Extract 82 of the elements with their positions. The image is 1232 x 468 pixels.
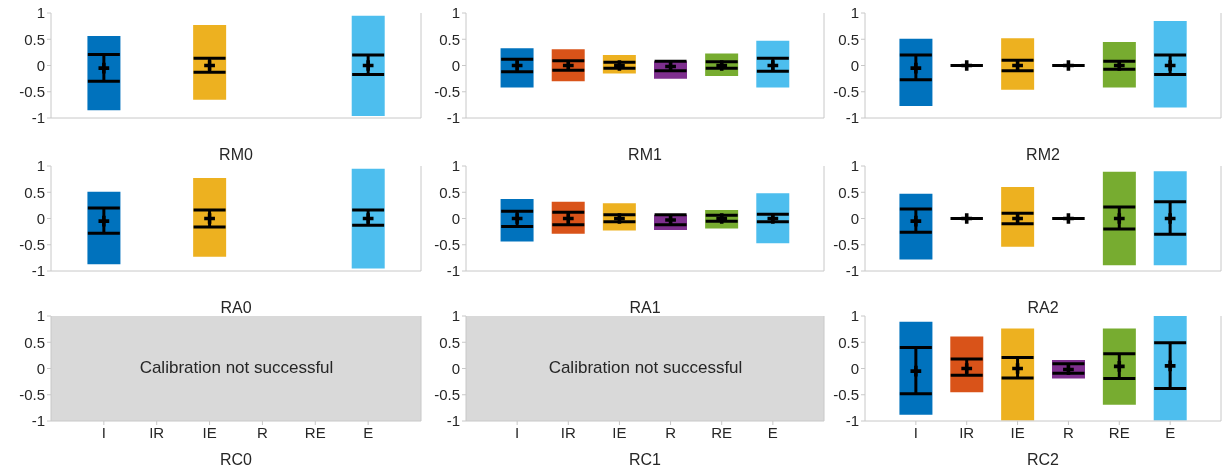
y-tick-label: -1 bbox=[845, 412, 859, 430]
y-tick-label: 0 bbox=[850, 359, 859, 377]
annotation: Calibration not successful bbox=[138, 357, 335, 378]
y-tick-label: -0.5 bbox=[434, 386, 460, 404]
x-axis-title: RA2 bbox=[1027, 299, 1059, 316]
x-tick-label: R bbox=[257, 423, 269, 441]
y-tick-label: -0.5 bbox=[833, 83, 859, 101]
bar bbox=[351, 15, 385, 116]
x-axis-title: RM2 bbox=[1026, 146, 1060, 163]
y-tick-label: 0.5 bbox=[838, 183, 859, 201]
y-tick-label: 1 bbox=[850, 4, 859, 22]
y-tick-label: -1 bbox=[31, 109, 45, 127]
y-tick-label: 1 bbox=[451, 4, 460, 22]
y-tick-label: 0.5 bbox=[439, 333, 460, 351]
y-tick-label: 1 bbox=[451, 307, 460, 325]
x-tick-label: IR bbox=[560, 423, 576, 441]
bar bbox=[193, 25, 227, 100]
y-tick-label: 1 bbox=[451, 157, 460, 175]
y-tick-label: 0.5 bbox=[24, 333, 45, 351]
y-tick-label: -1 bbox=[446, 109, 460, 127]
x-axis-title: RM1 bbox=[628, 146, 662, 163]
x-tick-label: R bbox=[665, 423, 677, 441]
y-tick-label: 0 bbox=[850, 56, 859, 74]
x-tick-label: E bbox=[1165, 423, 1176, 441]
y-tick-label: -1 bbox=[845, 109, 859, 127]
x-tick-label: I bbox=[515, 423, 520, 441]
bar bbox=[899, 193, 933, 260]
y-tick-label: -0.5 bbox=[833, 386, 859, 404]
y-tick-label: 0 bbox=[36, 209, 45, 227]
x-tick-label: I bbox=[913, 423, 918, 441]
y-tick-label: 1 bbox=[850, 307, 859, 325]
y-tick-label: 1 bbox=[850, 157, 859, 175]
y-tick-label: -0.5 bbox=[434, 236, 460, 254]
y-tick-label: 0 bbox=[451, 209, 460, 227]
y-tick-label: 0.5 bbox=[24, 30, 45, 48]
x-tick-label: IE bbox=[202, 423, 217, 441]
y-tick-label: 0 bbox=[451, 56, 460, 74]
bar bbox=[1153, 20, 1187, 108]
x-axis-title: RA1 bbox=[629, 299, 661, 316]
x-tick-label: RE bbox=[1108, 423, 1130, 441]
y-tick-label: -1 bbox=[446, 262, 460, 280]
y-tick-label: 0.5 bbox=[24, 183, 45, 201]
y-tick-label: 0 bbox=[36, 359, 45, 377]
y-tick-label: 1 bbox=[36, 4, 45, 22]
y-tick-label: 0 bbox=[451, 359, 460, 377]
y-tick-label: -0.5 bbox=[19, 236, 45, 254]
y-tick-label: 0.5 bbox=[838, 30, 859, 48]
y-tick-label: -0.5 bbox=[19, 83, 45, 101]
x-tick-label: IE bbox=[1010, 423, 1025, 441]
y-tick-label: 0 bbox=[850, 209, 859, 227]
x-axis-title: RC0 bbox=[219, 451, 253, 468]
bar bbox=[1153, 316, 1187, 421]
y-tick-label: 0.5 bbox=[439, 183, 460, 201]
bar bbox=[351, 168, 385, 269]
x-axis-title: RC2 bbox=[1026, 451, 1060, 468]
y-tick-label: -1 bbox=[446, 412, 460, 430]
bar bbox=[193, 178, 227, 257]
y-tick-label: 0.5 bbox=[838, 333, 859, 351]
y-tick-label: 1 bbox=[36, 307, 45, 325]
x-tick-label: IE bbox=[612, 423, 627, 441]
x-tick-label: I bbox=[101, 423, 106, 441]
y-tick-label: 0.5 bbox=[439, 30, 460, 48]
y-tick-label: -1 bbox=[845, 262, 859, 280]
x-tick-label: IR bbox=[959, 423, 975, 441]
y-tick-label: 0 bbox=[36, 56, 45, 74]
x-tick-label: R bbox=[1063, 423, 1075, 441]
y-tick-label: 1 bbox=[36, 157, 45, 175]
y-tick-label: -1 bbox=[31, 412, 45, 430]
y-tick-label: -0.5 bbox=[833, 236, 859, 254]
x-tick-label: IR bbox=[149, 423, 165, 441]
x-axis-title: RM0 bbox=[219, 146, 253, 163]
annotation: Calibration not successful bbox=[547, 357, 744, 378]
y-tick-label: -1 bbox=[31, 262, 45, 280]
x-tick-label: RE bbox=[304, 423, 326, 441]
x-tick-label: RE bbox=[711, 423, 733, 441]
x-axis-title: RC1 bbox=[628, 451, 662, 468]
y-tick-label: -0.5 bbox=[434, 83, 460, 101]
bar bbox=[1001, 328, 1035, 421]
y-tick-label: -0.5 bbox=[19, 386, 45, 404]
x-tick-label: E bbox=[363, 423, 374, 441]
x-axis-title: RA0 bbox=[220, 299, 252, 316]
x-tick-label: E bbox=[767, 423, 778, 441]
